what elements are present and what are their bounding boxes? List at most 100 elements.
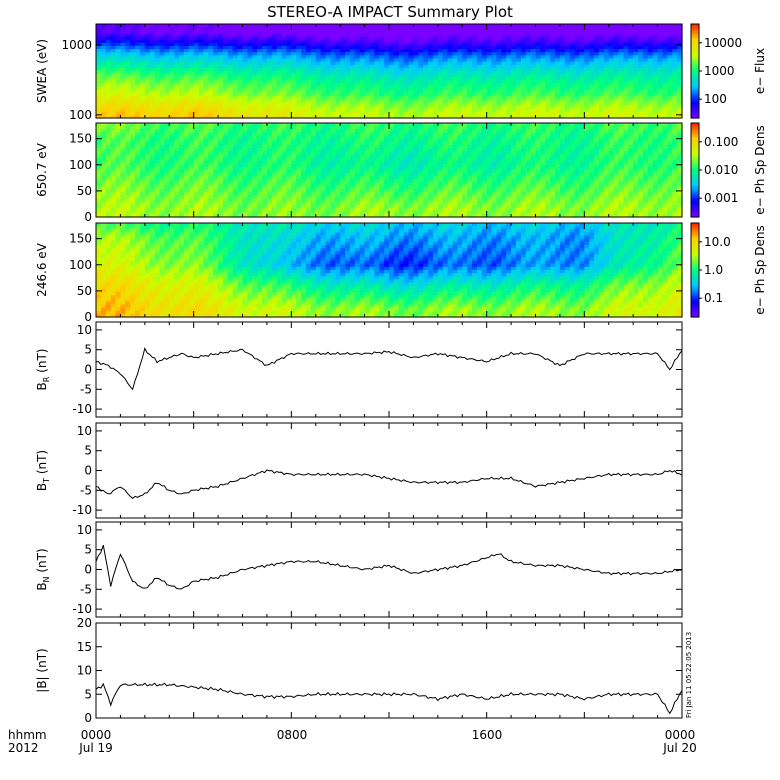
heatmap-cell [555,52,561,56]
heatmap-cell [393,39,400,44]
heatmap-cell [515,30,522,34]
heatmap-cell [305,30,312,34]
heatmap-cell [564,61,571,66]
heatmap-cell [179,45,185,50]
heatmap-cell [349,45,356,50]
heatmap-cell [515,49,522,53]
heatmap-cell [218,61,224,66]
heatmap-cell [110,55,117,60]
heatmap-cell [657,67,664,72]
heatmap-cell [359,61,366,66]
heatmap-cell [242,39,248,44]
heatmap-cell [462,49,468,53]
heatmap-cell [315,61,322,66]
heatmap-cell [442,33,449,38]
heatmap-cell [389,42,395,47]
heatmap-cell [130,33,136,38]
heatmap-cell [135,39,141,44]
heatmap-cell [310,52,317,56]
heatmap-cell [418,67,424,72]
heatmap-cell [266,27,273,31]
heatmap-cell [139,33,146,38]
heatmap-cell [315,24,322,28]
heatmap-cell [486,67,493,72]
heatmap-cell [408,39,415,44]
heatmap-cell [608,64,615,69]
heatmap-cell [511,39,517,44]
heatmap-cell [320,58,327,63]
heatmap-cell [276,33,283,38]
heatmap-cell [608,67,615,72]
heatmap-cell [408,30,415,34]
heatmap-cell [535,52,541,56]
heatmap-cell [633,58,639,63]
heatmap-cell [481,39,488,44]
heatmap-cell [462,24,468,28]
heatmap-cell [276,61,283,66]
heatmap-cell [100,64,107,69]
heatmap-cell [506,61,512,66]
heatmap-cell [286,58,292,63]
heatmap-cell [218,67,224,72]
heatmap-cell [179,24,185,28]
heatmap-cell [340,39,346,44]
heatmap-cell [642,42,649,47]
heatmap-cell [486,39,493,44]
heatmap-cell [281,67,288,72]
heatmap-cell [408,67,415,72]
heatmap-cell [389,55,395,60]
heatmap-cell [203,36,209,41]
heatmap-cell [203,58,209,63]
heatmap-cell [515,67,522,72]
heatmap-cell [296,42,302,47]
heatmap-cell [183,33,190,38]
heatmap-cell [159,52,165,56]
heatmap-cell [569,27,576,31]
heatmap-cell [193,45,200,50]
heatmap-cell [584,39,590,44]
heatmap-cell [476,67,483,72]
heatmap-cell [193,49,200,53]
heatmap-cell [227,27,234,31]
heatmap-cell [598,49,605,53]
heatmap-cell [672,30,678,34]
heatmap-cell [149,49,156,53]
heatmap-cell [218,58,224,63]
heatmap-cell [305,64,312,69]
heatmap-cell [496,55,502,60]
heatmap-cell [476,27,483,31]
heatmap-cell [247,52,253,56]
heatmap-cell [520,58,527,63]
heatmap-cell [271,52,278,56]
heatmap-cell [423,52,429,56]
heatmap-cell [506,30,512,34]
heatmap-cell [281,52,288,56]
heatmap-cell [393,42,400,47]
heatmap-cell [603,42,610,47]
heatmap-cell [247,27,253,31]
heatmap-cell [359,39,366,44]
heatmap-cell [535,64,541,69]
heatmap-cell [584,30,590,34]
heatmap-cell [281,36,288,41]
heatmap-cell [657,45,664,50]
heatmap-cell [354,39,361,44]
heatmap-cell [559,36,566,41]
heatmap-cell [579,67,585,72]
heatmap-cell [389,45,395,50]
heatmap-cell [491,52,498,56]
heatmap-cell [135,61,141,66]
heatmap-cell [164,58,170,63]
heatmap-cell [432,55,439,60]
heatmap-cell [247,33,253,38]
heatmap-cell [198,61,205,66]
heatmap-cell [164,39,170,44]
heatmap-cell [540,42,546,47]
heatmap-cell [266,64,273,69]
heatmap-cell [647,61,654,66]
heatmap-cell [115,61,122,66]
heatmap-cell [530,27,537,31]
heatmap-cell [105,55,112,60]
heatmap-cell [652,36,659,41]
heatmap-cell [227,55,234,60]
